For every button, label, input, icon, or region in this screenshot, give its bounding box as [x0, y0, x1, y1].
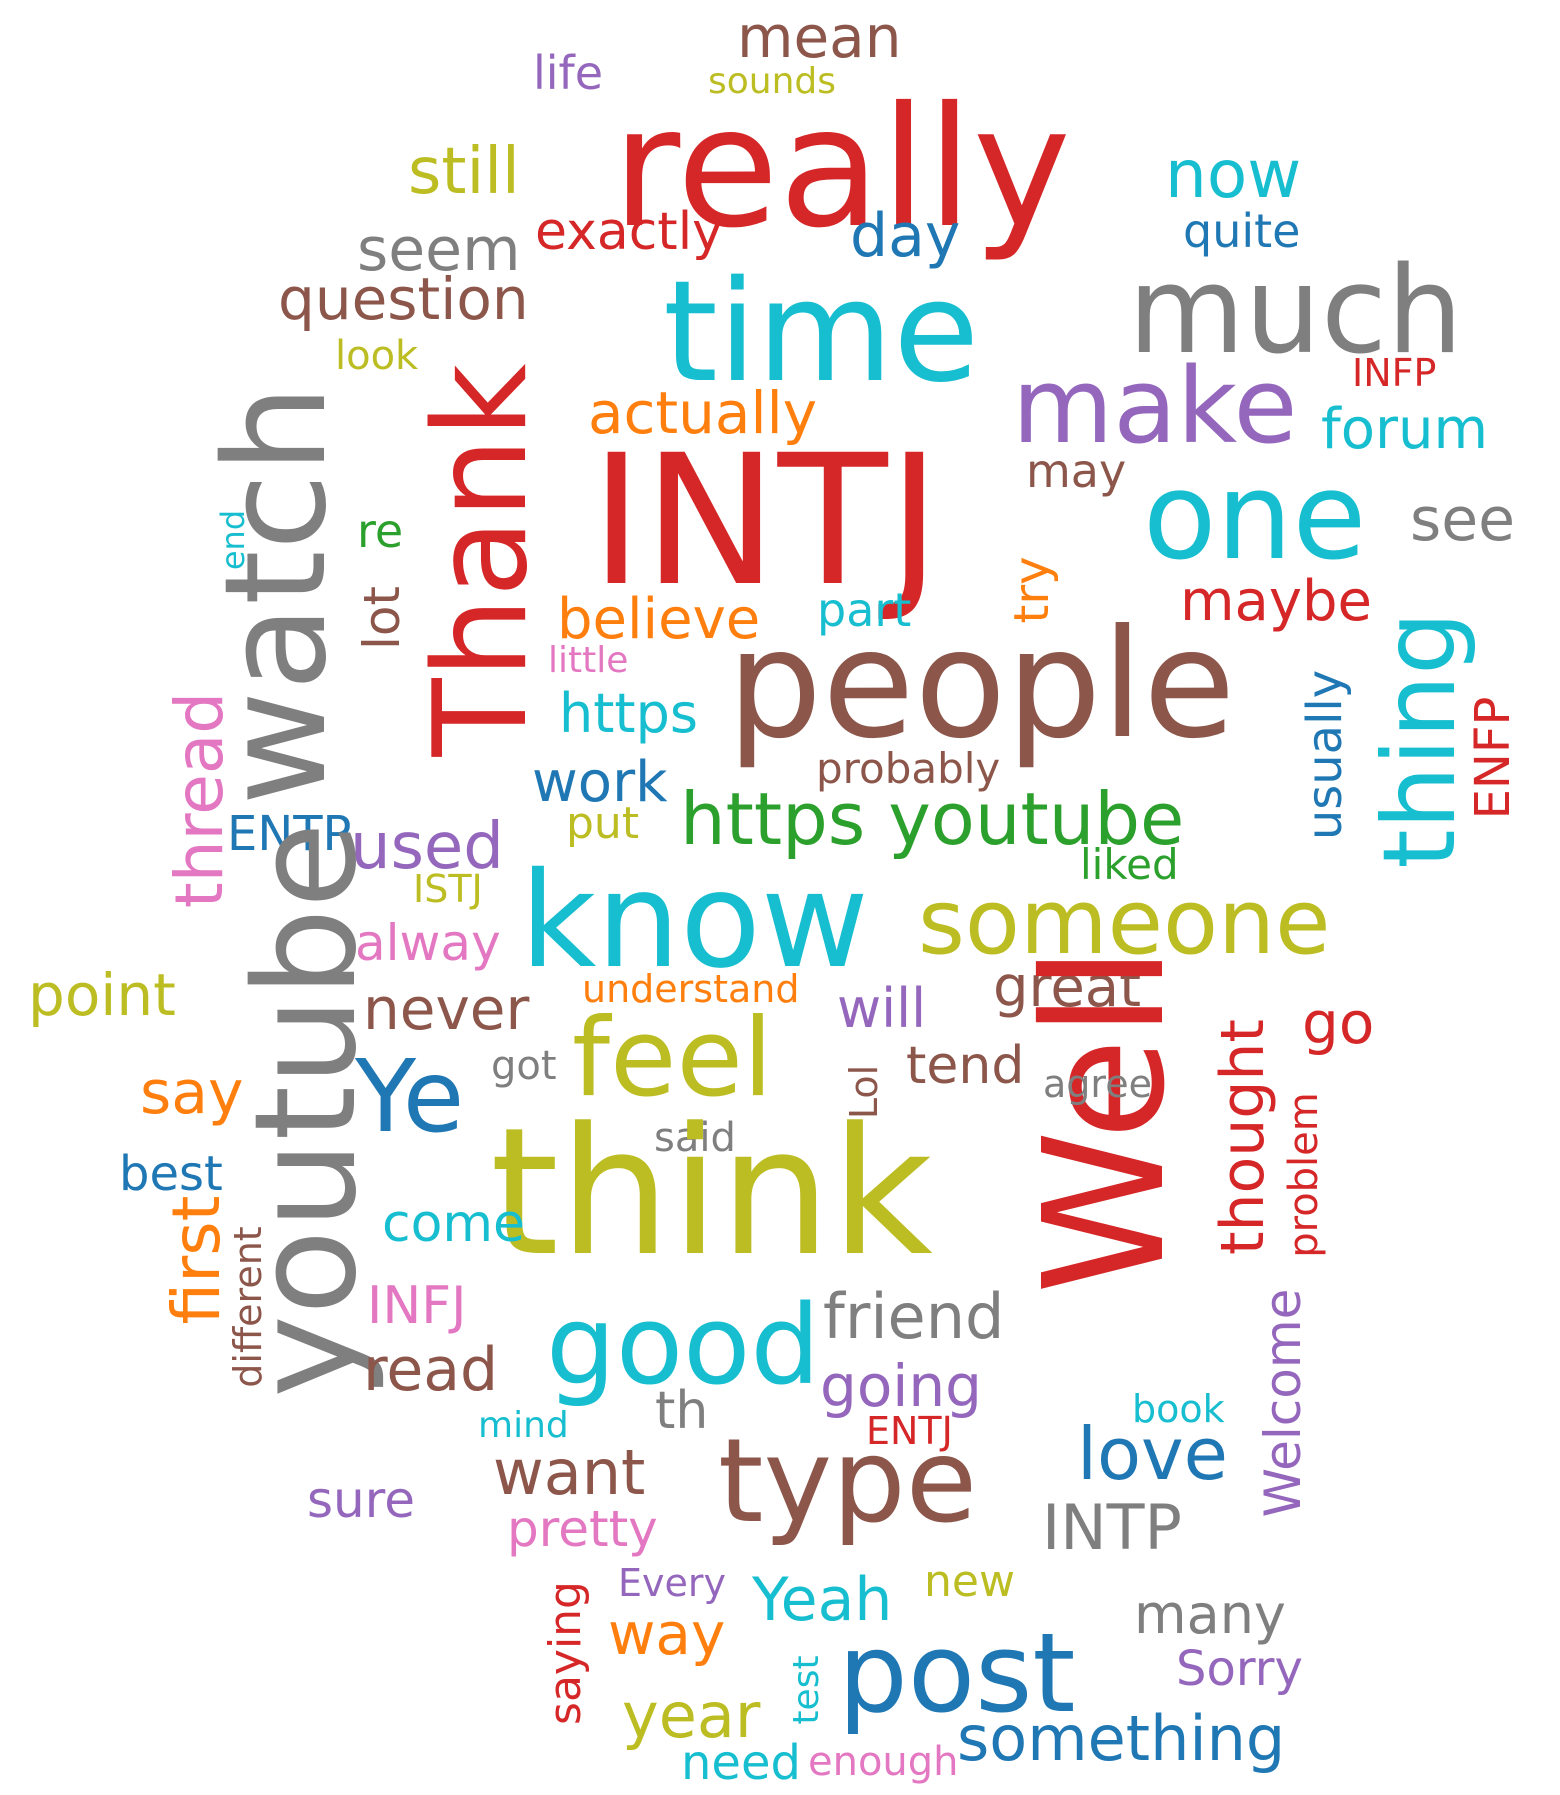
word-question: question	[278, 265, 529, 333]
word-now: now	[1165, 136, 1302, 213]
word-will: will	[837, 977, 927, 1040]
word-make: make	[1012, 345, 1298, 467]
word-entj: ENTJ	[866, 1409, 953, 1453]
word-pretty: pretty	[507, 1500, 658, 1558]
word-love: love	[1077, 1412, 1228, 1496]
word-seem: seem	[357, 215, 521, 285]
word-feel: feel	[572, 996, 773, 1121]
word-intp: INTP	[1042, 1491, 1182, 1564]
word-read: read	[363, 1335, 499, 1405]
word-entp: ENTP	[227, 806, 352, 862]
word-still: still	[408, 135, 520, 209]
word-look: look	[335, 333, 419, 379]
word-really: really	[612, 72, 1071, 265]
word-people: people	[727, 598, 1236, 772]
word-day: day	[850, 201, 961, 271]
word-tend: tend	[906, 1036, 1025, 1096]
word-point: point	[28, 961, 176, 1029]
word-probably: probably	[816, 744, 1001, 793]
word-way: way	[608, 1600, 726, 1668]
word-year: year	[622, 1679, 761, 1752]
word-ye: Ye	[355, 1038, 465, 1155]
word-little: little	[548, 640, 629, 681]
word-well: Well	[1009, 945, 1202, 1295]
word-someone: someone	[918, 870, 1331, 975]
word-friend: friend	[823, 1280, 1005, 1353]
word-first: first	[158, 1195, 235, 1325]
word-put: put	[566, 798, 640, 849]
word-great: great	[993, 955, 1142, 1020]
word-alway: alway	[355, 914, 501, 972]
word-need: need	[681, 1735, 801, 1791]
word-post: post	[838, 1609, 1076, 1737]
word-may: may	[1026, 444, 1127, 498]
word-sorry: Sorry	[1176, 1641, 1303, 1697]
word-every: Every	[618, 1561, 726, 1605]
word-infj: INFJ	[367, 1276, 467, 1336]
word-sounds: sounds	[708, 61, 837, 102]
word-best: best	[119, 1146, 223, 1202]
word-actually: actually	[588, 379, 818, 447]
word-type: type	[718, 1414, 978, 1549]
word-part: part	[817, 583, 912, 637]
word-thank: Thank	[407, 363, 556, 757]
word-sure: sure	[307, 1471, 415, 1529]
word-used: used	[350, 810, 504, 884]
word-enough: enough	[808, 1739, 959, 1785]
word-agree: agree	[1043, 1062, 1152, 1106]
word-exactly: exactly	[535, 202, 723, 262]
word-https: https	[559, 682, 698, 745]
word-want: want	[493, 1436, 646, 1509]
word-thing: thing	[1361, 611, 1478, 869]
word-come: come	[382, 1194, 526, 1254]
word-end: end	[214, 509, 252, 571]
word-forum: forum	[1321, 397, 1489, 462]
word-enfp: ENFP	[1465, 696, 1521, 820]
word-see: see	[1410, 485, 1516, 555]
word-https-youtube: https youtube	[680, 777, 1185, 861]
word-good: good	[546, 1281, 821, 1409]
word-got: got	[491, 1043, 557, 1089]
word-liked: liked	[1080, 840, 1179, 889]
word-welcome: Welcome	[1254, 1288, 1312, 1518]
word-work: work	[532, 750, 668, 815]
word-much: much	[1128, 242, 1463, 381]
word-new: new	[924, 1556, 1015, 1607]
word-thought: thought	[1208, 1019, 1278, 1255]
word-lot: lot	[353, 585, 411, 651]
word-think: think	[490, 1090, 933, 1295]
word-istj: ISTJ	[413, 867, 483, 911]
word-going: going	[820, 1352, 982, 1420]
word-book: book	[1132, 1387, 1225, 1431]
word-say: say	[140, 1058, 244, 1128]
word-maybe: maybe	[1180, 569, 1373, 634]
word-intj: INTJ	[590, 417, 941, 626]
word-life: life	[533, 46, 604, 100]
word-go: go	[1302, 989, 1375, 1057]
word-problem: problem	[1281, 1092, 1327, 1258]
word-understand: understand	[582, 967, 800, 1011]
word-mind: mind	[478, 1405, 569, 1446]
word-know: know	[520, 844, 869, 998]
word-many: many	[1134, 1583, 1286, 1646]
word-th: th	[655, 1381, 709, 1441]
word-never: never	[363, 975, 530, 1043]
word-different: different	[226, 1226, 270, 1388]
word-thread: thread	[161, 691, 238, 909]
word-saying: saying	[540, 1581, 591, 1725]
word-one: one	[1143, 448, 1367, 587]
word-usually: usually	[1297, 669, 1353, 841]
word-quite: quite	[1183, 204, 1301, 258]
word-test: test	[786, 1655, 827, 1725]
word-infp: INFP	[1352, 351, 1437, 395]
word-said: said	[654, 1115, 736, 1161]
word-yeah: Yeah	[752, 1565, 893, 1635]
word-time: time	[663, 251, 980, 414]
word-believe: believe	[557, 587, 761, 652]
word-re: re	[357, 504, 404, 558]
word-something: something	[957, 1702, 1286, 1775]
word-mean: mean	[737, 3, 902, 71]
